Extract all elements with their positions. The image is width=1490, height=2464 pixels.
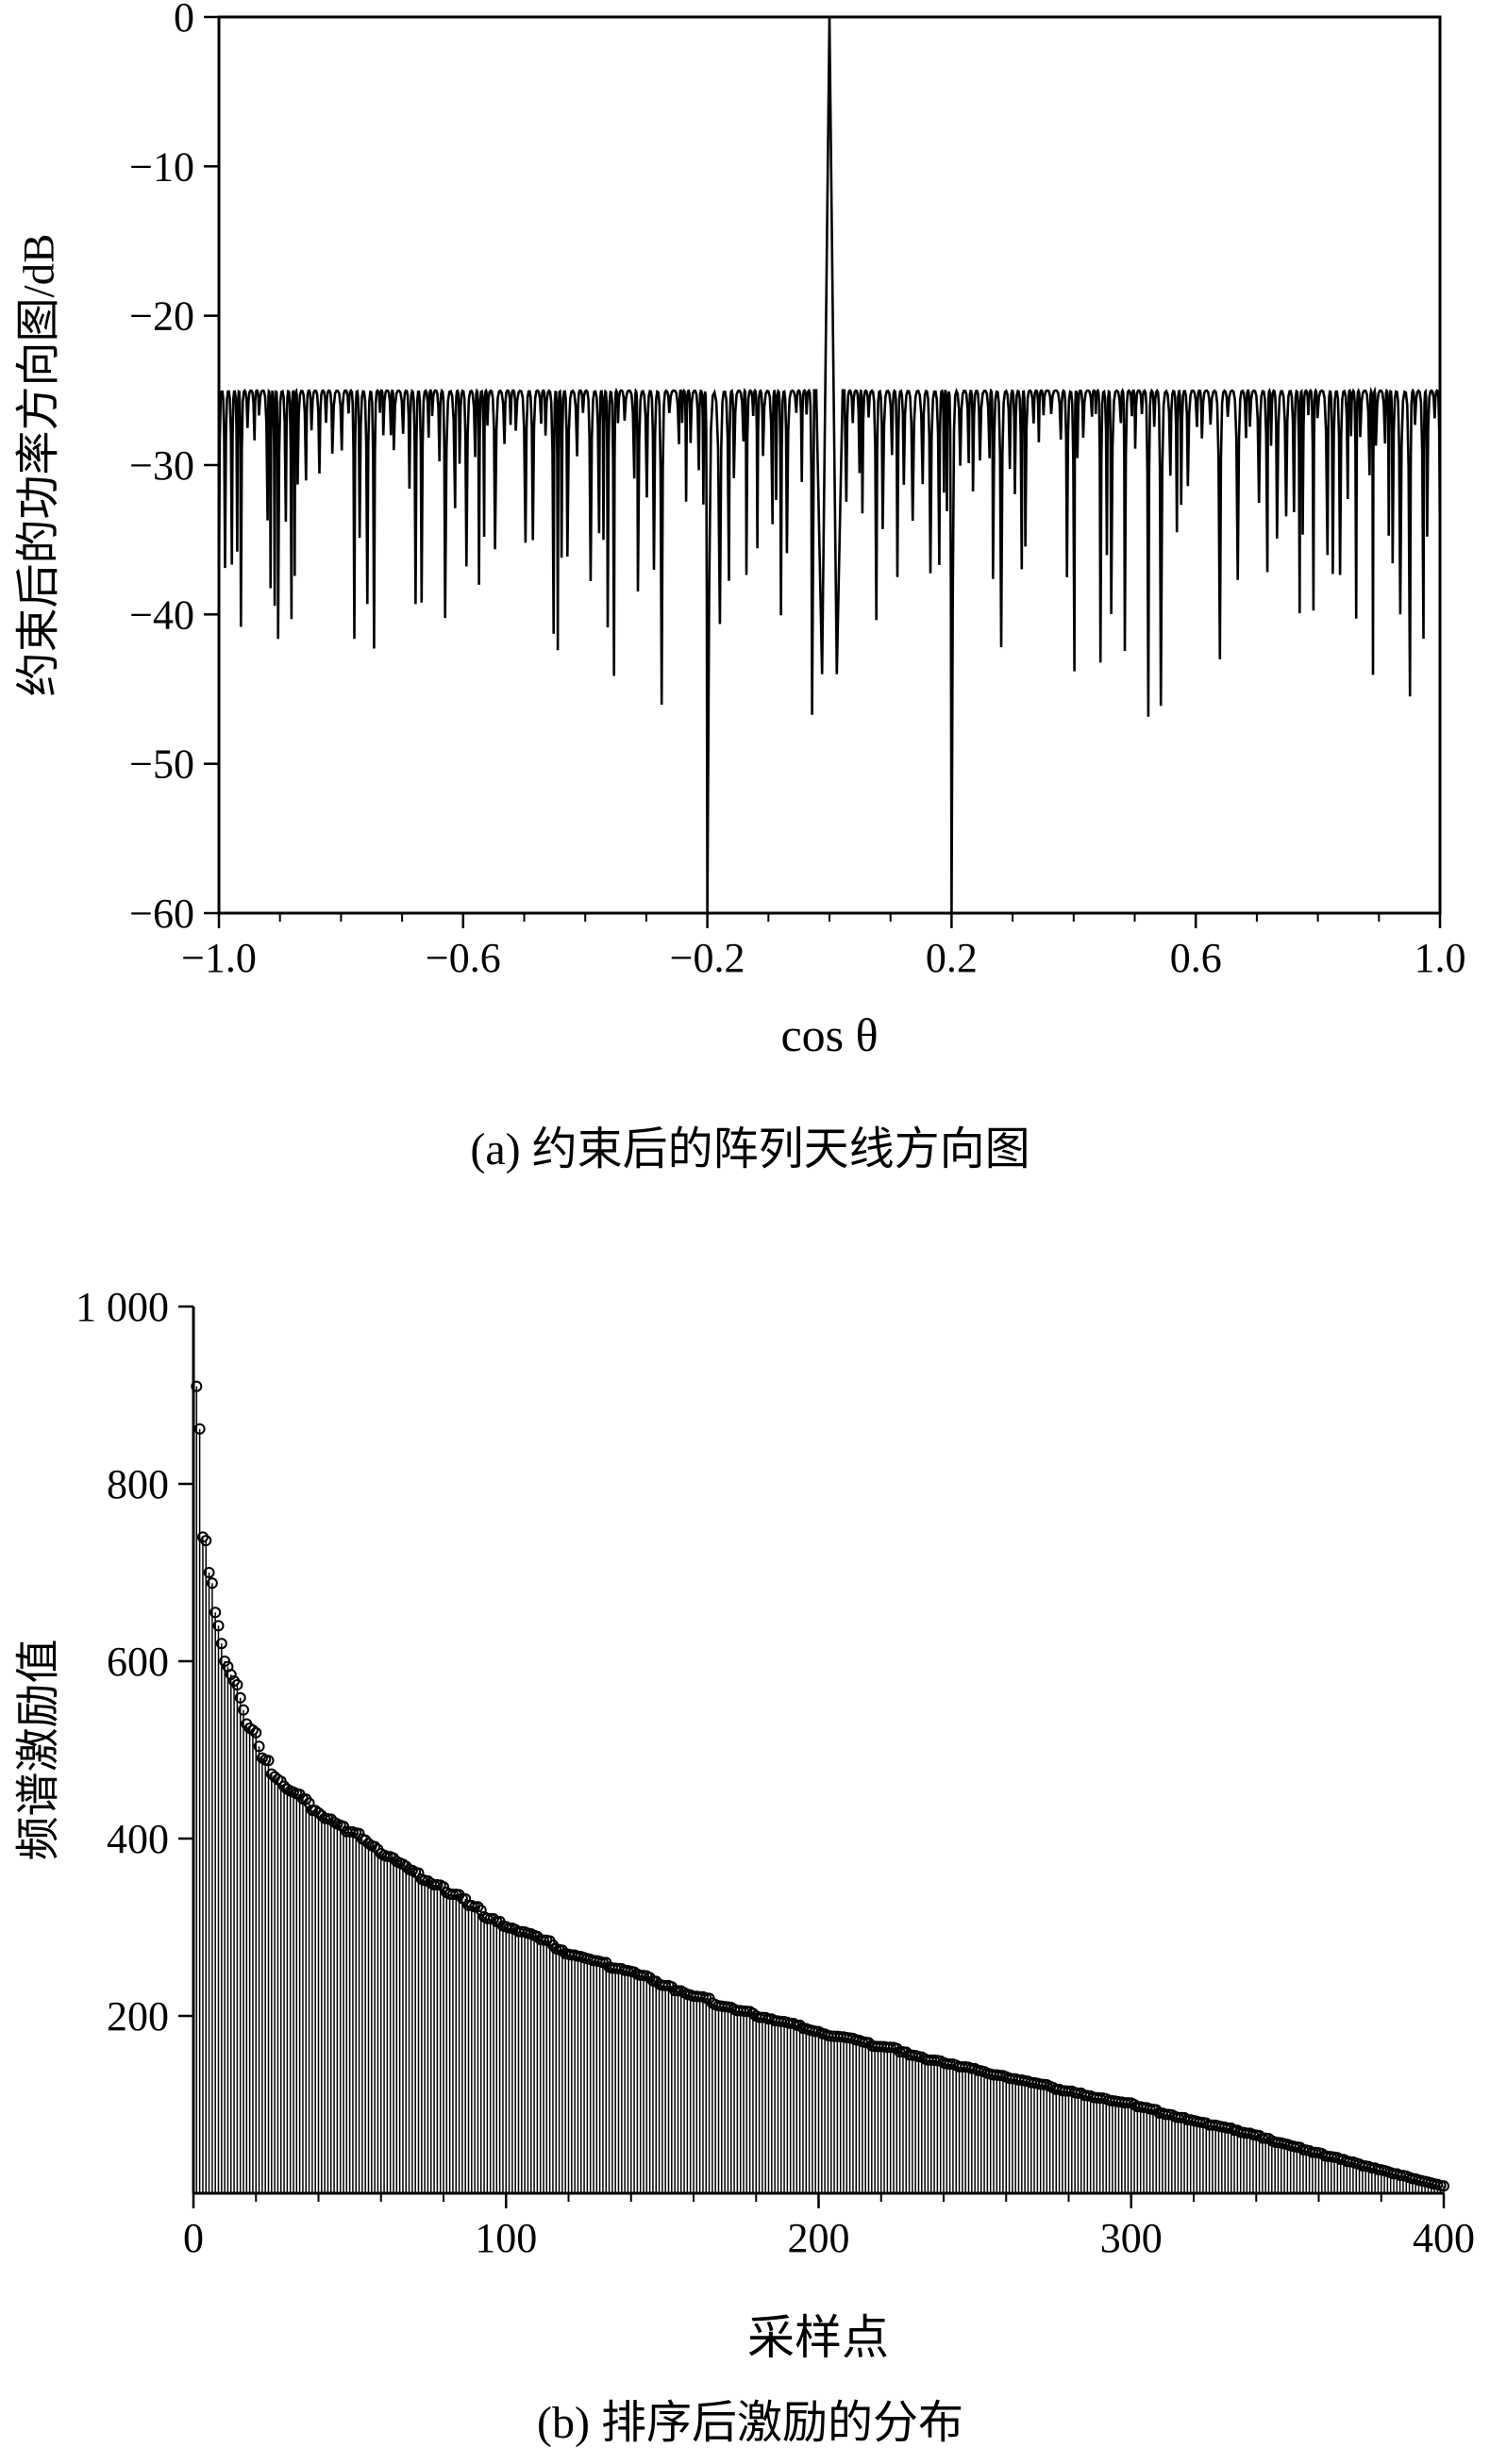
chart-b-stem-marker xyxy=(225,1669,237,1681)
chart-b-stem-marker xyxy=(193,1423,206,1435)
chart-a-y-tick-label: −40 xyxy=(129,591,194,638)
chart-b-y-axis-label: 频谱激励值 xyxy=(14,1639,64,1861)
chart-a-pattern-line xyxy=(217,16,1442,914)
chart-b-stem-marker xyxy=(200,1535,212,1547)
chart-b-stem-marker xyxy=(312,1806,325,1819)
chart-a-x-tick-label: −0.2 xyxy=(670,935,745,981)
chart-b-x-axis-label: 采样点 xyxy=(747,2311,889,2364)
chart-a-x-tick-label: −0.6 xyxy=(426,935,501,981)
chart-a-y-tick-label: −60 xyxy=(129,891,194,937)
chart-b-stem-marker xyxy=(231,1679,243,1691)
chart-b-y-tick-label: 1 000 xyxy=(75,1284,169,1330)
chart-a-x-tick-label: 0.2 xyxy=(926,935,978,981)
chart-b-stem-marker xyxy=(1263,2132,1275,2144)
chart-a-caption: (a) 约束后的阵列天线方向图 xyxy=(470,1124,1030,1174)
chart-b-stem-marker xyxy=(191,1380,203,1392)
chart-b-stem-marker xyxy=(209,1607,222,1619)
chart-b-stem-marker xyxy=(1438,2180,1449,2192)
chart-b-caption: (b) 排序后激励的分布 xyxy=(537,2398,963,2448)
chart-a-x-axis-label: cos θ xyxy=(780,1008,879,1061)
chart-b-stem-marker xyxy=(369,1840,381,1853)
chart-b-stem-marker xyxy=(246,1724,259,1737)
chart-b-stem-marker xyxy=(212,1620,225,1632)
chart-b-stem-marker xyxy=(203,1567,215,1578)
chart-a-y-tick-label: −50 xyxy=(129,741,194,788)
chart-b-stem-marker xyxy=(315,1809,327,1822)
chart-a-y-tick-label: 0 xyxy=(174,0,194,41)
chart-b-stem-marker xyxy=(488,1912,499,1924)
chart-b-x-tick-label: 300 xyxy=(1100,2215,1163,2261)
chart-b-stem-marker xyxy=(234,1691,246,1704)
chart-b-stem-marker xyxy=(1150,2104,1163,2116)
chart-b-stem-marker xyxy=(206,1577,218,1590)
chart-b-plot-area: 200 400 600 800 1 000 0 100 200 300 400 xyxy=(75,1284,1475,2261)
chart-b-stem-marker xyxy=(438,1881,449,1893)
chart-a-x-tick-label: −1.0 xyxy=(181,935,257,981)
chart-a-y-tick-label: −20 xyxy=(129,293,194,340)
chart-a-y-tick-label: −10 xyxy=(129,143,194,190)
chart-b-x-tick-label: 200 xyxy=(788,2215,850,2261)
chart-b-stem-marker xyxy=(891,2042,903,2055)
chart-a-y-tick-label: −30 xyxy=(129,442,194,489)
chart-b-stem-marker xyxy=(303,1797,315,1809)
chart-b-stem-marker xyxy=(253,1740,265,1753)
chart-b-stem-marker xyxy=(238,1704,249,1716)
chart-a-y-axis-label: 约束后的功率方向图/dB xyxy=(14,233,64,697)
chart-b-stem-marker xyxy=(475,1904,487,1916)
chart-a-plot-area: −1.0 −0.6 −0.2 0.2 0.6 1.0 0 −10 −20 −30 −40 −50 −60 xyxy=(129,0,1466,981)
chart-b-stem-marker xyxy=(472,1901,484,1913)
chart-b-stem-marker xyxy=(215,1638,227,1650)
chart-b-stem-marker xyxy=(1294,2141,1306,2154)
chart-b-y-tick-label: 800 xyxy=(107,1461,169,1507)
chart-b-x-tick-label: 400 xyxy=(1413,2215,1475,2261)
chart-b-stem-marker xyxy=(262,1755,275,1767)
chart-a-x-tick-label: 0.6 xyxy=(1170,935,1222,981)
chart-b-stem-marker xyxy=(794,2019,806,2031)
chart-b-stem-marker xyxy=(460,1892,472,1905)
chart-b-stem-marker xyxy=(360,1834,372,1846)
chart-b-stem-marker xyxy=(412,1867,425,1879)
chart-b-stem-marker xyxy=(196,1531,209,1543)
chart-b-x-tick-label: 0 xyxy=(183,2215,204,2261)
chart-b-y-tick-label: 600 xyxy=(107,1639,169,1685)
chart-a-frame xyxy=(217,15,1442,915)
chart-a-x-tick-label: 1.0 xyxy=(1415,935,1466,981)
chart-b-x-tick-label: 100 xyxy=(475,2215,537,2261)
chart-b-y-tick-label: 200 xyxy=(107,1993,169,2039)
chart-b-y-tick-label: 400 xyxy=(107,1816,169,1862)
chart-b-stem-marker xyxy=(900,2046,912,2058)
chart-b-stem-marker xyxy=(353,1827,365,1840)
chart-b-stem-marker xyxy=(250,1726,262,1739)
